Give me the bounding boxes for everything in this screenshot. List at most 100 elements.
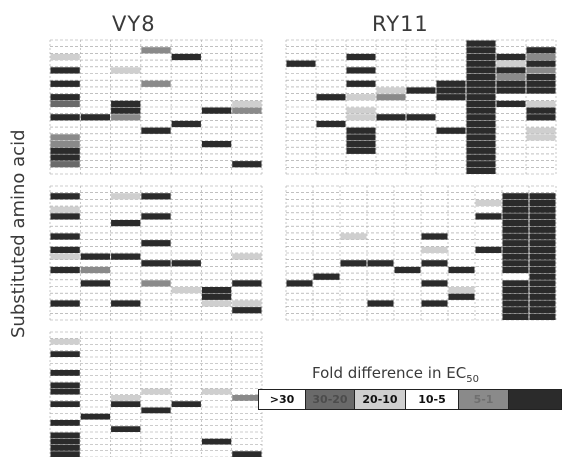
heatmap-cell	[496, 87, 526, 94]
heatmap-cell	[421, 246, 448, 253]
heatmap-cell	[232, 395, 262, 401]
heatmap-cell	[526, 107, 556, 114]
heatmap-cell	[466, 47, 496, 54]
heatmap-cell	[141, 280, 171, 287]
heatmap-cell	[80, 253, 111, 260]
heatmap-cell	[529, 213, 556, 220]
heatmap-cell	[502, 313, 529, 320]
heatmap-cell	[316, 120, 346, 128]
heatmap-cell	[529, 260, 556, 267]
heatmap-cell	[346, 94, 376, 101]
heatmap-cell	[111, 67, 141, 74]
heatmap-cell	[376, 94, 406, 101]
heatmap-cell	[111, 300, 141, 307]
legend-bin-6	[508, 389, 562, 410]
heatmap-cell	[201, 388, 232, 395]
heatmap-cell	[340, 233, 367, 240]
heatmap-cell	[529, 199, 556, 207]
heatmap-cell	[529, 246, 556, 253]
heatmap-cell	[529, 300, 556, 307]
heatmap-cell	[421, 300, 448, 307]
heatmap-cell	[436, 94, 466, 101]
heatmap-cell	[466, 87, 496, 94]
heatmap-cell	[346, 134, 376, 141]
heatmap-cell	[232, 280, 262, 287]
heatmap-panel-3	[49, 185, 263, 321]
heatmap-cell	[448, 266, 475, 274]
heatmap-cell	[466, 120, 496, 128]
heatmap-cell	[50, 80, 80, 87]
heatmap-cell	[529, 273, 556, 280]
heatmap-cell	[526, 74, 556, 81]
heatmap-cell	[502, 206, 529, 213]
heatmap-cell	[502, 300, 529, 307]
heatmap-cell	[496, 53, 526, 61]
heatmap-cell	[50, 438, 80, 445]
heatmap-cell	[50, 206, 80, 213]
heatmap-cell	[475, 213, 502, 220]
heatmap-cell	[466, 40, 496, 47]
heatmap-cell	[111, 100, 141, 107]
heatmap-cell	[529, 266, 556, 274]
heatmap-cell	[141, 47, 171, 54]
heatmap-cell	[171, 401, 201, 407]
heatmap-cell	[529, 280, 556, 287]
heatmap-cell	[466, 67, 496, 74]
heatmap-cell	[201, 107, 232, 114]
heatmap-cell	[50, 53, 80, 61]
heatmap-cell	[50, 266, 80, 274]
heatmap-cell	[436, 127, 466, 134]
heatmap-cell	[141, 80, 171, 87]
heatmap-cell	[502, 266, 529, 274]
heatmap-cell	[50, 147, 80, 154]
heatmap-cell	[232, 307, 262, 314]
legend-bin-1: >30	[258, 389, 306, 410]
heatmap-cell	[466, 114, 496, 121]
heatmap-cell	[50, 154, 80, 161]
heatmap-cell	[502, 246, 529, 253]
heatmap-cell	[496, 80, 526, 87]
heatmap-cell	[111, 395, 141, 401]
heatmap-cell	[50, 246, 80, 253]
heatmap-cell	[50, 114, 80, 121]
heatmap-cell	[80, 114, 111, 121]
heatmap-cell	[111, 193, 141, 200]
heatmap-cell	[496, 67, 526, 74]
heatmap-cell	[526, 127, 556, 134]
heatmap-cell	[201, 141, 232, 148]
heatmap-cell	[141, 127, 171, 134]
heatmap-cell	[313, 273, 340, 280]
heatmap-cell	[529, 193, 556, 200]
heatmap-cell	[406, 114, 436, 121]
heatmap-cell	[50, 382, 80, 389]
heatmap-cell	[80, 266, 111, 274]
legend-title: Fold difference in EC50	[312, 364, 479, 385]
heatmap-cell	[526, 53, 556, 61]
legend-bin-3: 20-10	[354, 389, 406, 410]
heatmap-cell	[171, 53, 201, 61]
heatmap-cell	[50, 388, 80, 395]
panel-title-vy8: VY8	[112, 12, 156, 36]
heatmap-cell	[502, 240, 529, 247]
legend-title-text: Fold difference in EC	[312, 364, 467, 382]
heatmap-cell	[111, 426, 141, 432]
heatmap-cell	[502, 293, 529, 300]
heatmap-cell	[526, 67, 556, 74]
heatmap-cell	[141, 193, 171, 200]
heatmap-cell	[466, 141, 496, 148]
heatmap-cell	[466, 134, 496, 141]
heatmap-cell	[50, 141, 80, 148]
heatmap-cell	[502, 213, 529, 220]
heatmap-cell	[448, 287, 475, 294]
heatmap-cell	[496, 74, 526, 81]
heatmap-cell	[80, 413, 111, 420]
heatmap-cell	[141, 213, 171, 220]
heatmap-cell	[50, 134, 80, 141]
heatmap-cell	[529, 233, 556, 240]
heatmap-cell	[502, 253, 529, 260]
heatmap-panel-1	[49, 39, 263, 175]
heatmap-cell	[526, 80, 556, 87]
heatmap-cell	[502, 287, 529, 294]
